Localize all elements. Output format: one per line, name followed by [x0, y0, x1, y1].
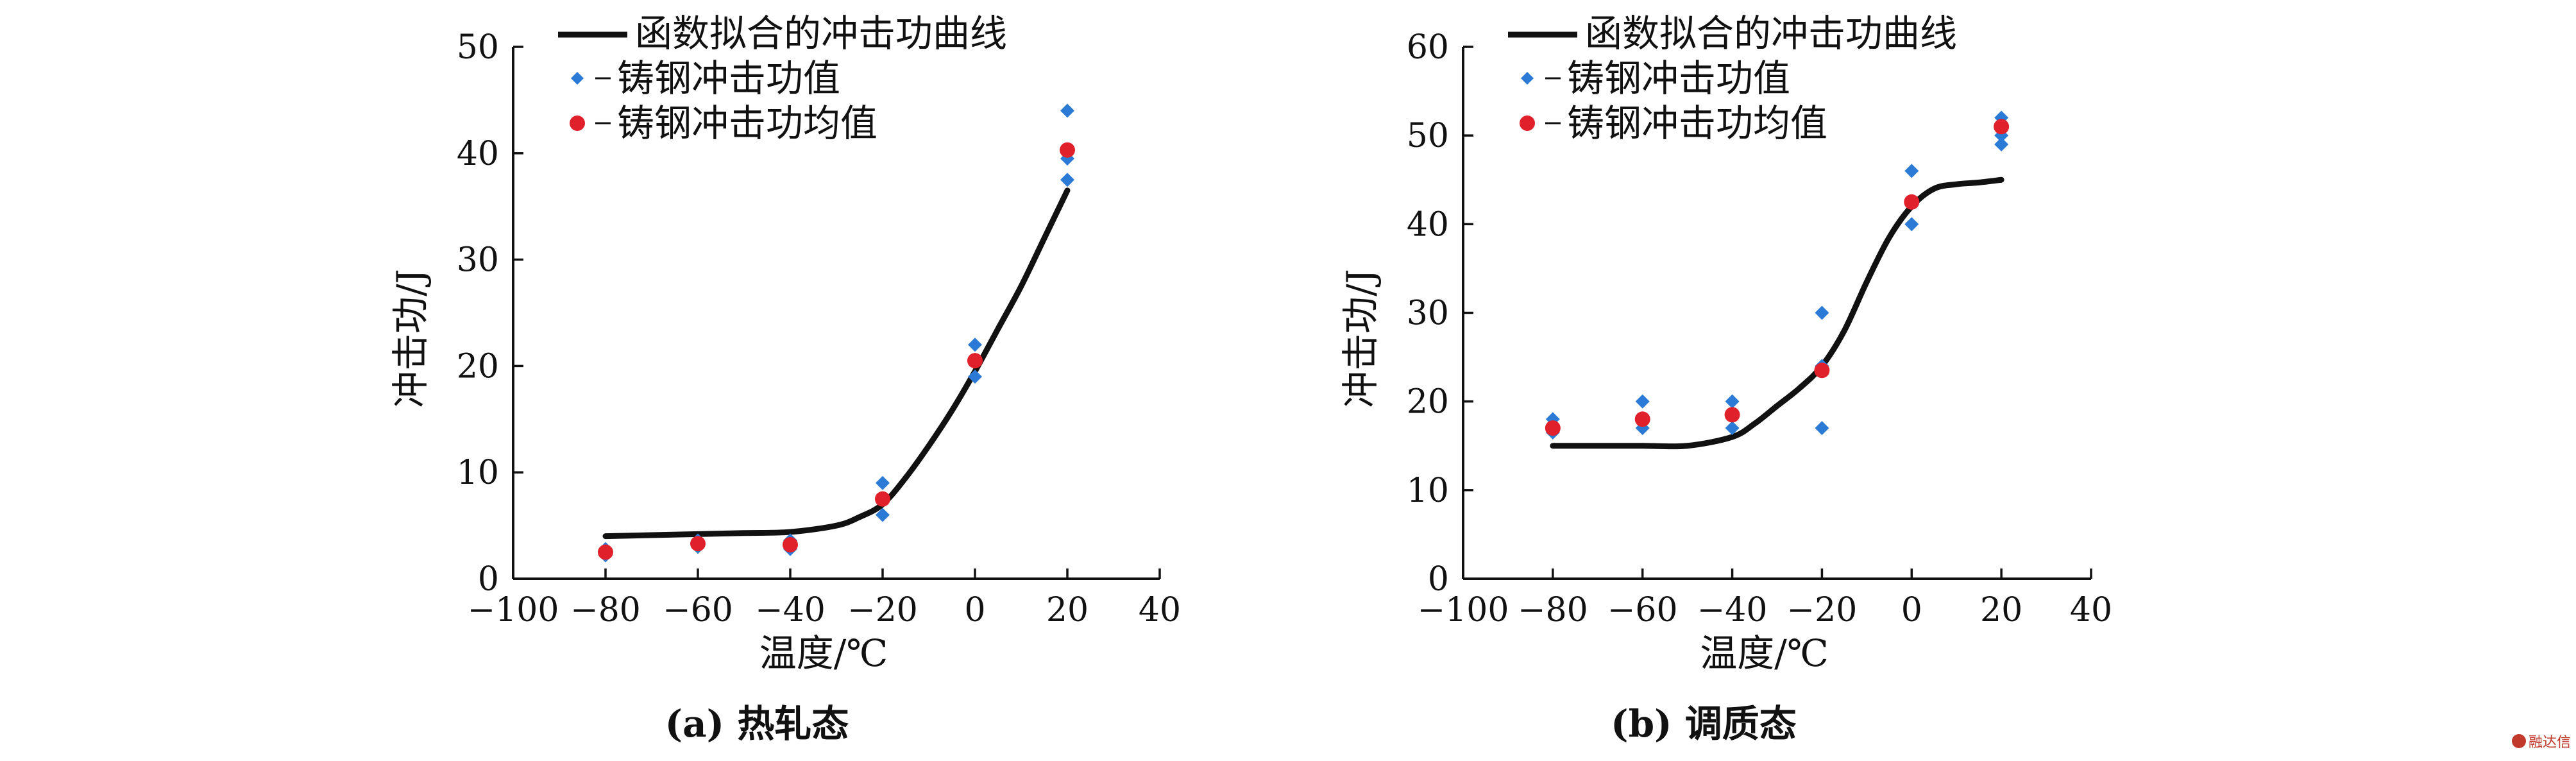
chart0-point-mean: [690, 536, 706, 552]
chart1-legend-circle-swatch: [1520, 115, 1535, 131]
chart0-point-value: [876, 508, 890, 522]
chart0-point-mean: [783, 536, 798, 552]
chart0-point-value: [876, 475, 890, 490]
chart0-legend-entry-values: 铸钢冲击功值: [617, 56, 840, 100]
chart0-point-mean: [598, 544, 613, 560]
chart0-point-mean: [967, 353, 983, 369]
chart0-caption: (a) 热轧态: [665, 702, 849, 746]
chart1-y-tick-label: 50: [1407, 117, 1449, 155]
chart1-y-tick-label: 10: [1407, 472, 1449, 510]
watermark: 融达信: [2511, 731, 2571, 751]
chart1-x-tick-label: −20: [1787, 591, 1858, 629]
chart0-y-tick-label: 20: [457, 347, 499, 386]
chart0-legend-circle-swatch: [570, 115, 585, 131]
chart0-point-mean: [875, 491, 890, 507]
chart0-y-axis-label: 冲击功/J: [389, 269, 432, 408]
chart0-x-tick-label: −100: [468, 591, 559, 629]
chart1-point-mean: [1724, 407, 1740, 423]
chart0-y-tick-label: 30: [457, 241, 499, 280]
chart1-point-value: [1904, 164, 1919, 178]
chart1-point-mean: [1634, 411, 1650, 427]
chart1-point-value: [1994, 137, 2009, 151]
chart1-x-tick-label: 40: [2070, 591, 2112, 629]
chart1-point-value: [1725, 421, 1740, 436]
chart1-legend-entry-means: 铸钢冲击功均值: [1567, 101, 1827, 145]
chart1-legend-entry-curve: 函数拟合的冲击功曲线: [1585, 12, 1957, 55]
chart1-point-value: [1815, 305, 1829, 320]
chart0-x-tick-label: 0: [964, 591, 985, 629]
chart0-x-tick-label: −40: [755, 591, 826, 629]
chart1-x-tick-label: −100: [1418, 591, 1509, 629]
chart1-legend-entry-values: 铸钢冲击功值: [1567, 56, 1790, 100]
chart1-y-tick-label: 60: [1407, 28, 1449, 67]
chart0-legend-entry-means: 铸钢冲击功均值: [617, 101, 877, 145]
chart0-x-tick-label: −60: [663, 591, 733, 629]
chart1-x-axis-label: 温度/℃: [1700, 631, 1828, 675]
chart1-point-mean: [1814, 363, 1830, 379]
chart0-legend-entry-curve: 函数拟合的冲击功曲线: [635, 12, 1007, 55]
chart0-x-tick-label: −20: [847, 591, 918, 629]
chart1-x-tick-label: 0: [1901, 591, 1922, 629]
chart1-point-value: [1815, 421, 1829, 436]
chart1-point-mean: [1994, 119, 2010, 135]
chart0-x-tick-label: 40: [1139, 591, 1181, 629]
chart0-y-tick-label: 0: [478, 560, 499, 599]
chart0-point-value: [1060, 103, 1074, 118]
chart1-point-value: [1904, 217, 1919, 232]
chart1-point-mean: [1904, 194, 1920, 210]
chart0-point-value: [968, 369, 982, 384]
watermark-text: 融达信: [2528, 735, 2571, 751]
chart0-y-tick-label: 10: [457, 454, 499, 492]
chart0-y-tick-label: 40: [457, 135, 499, 173]
chart0-point-value: [1060, 173, 1074, 187]
chart1-x-tick-label: −80: [1518, 591, 1588, 629]
chart1-x-tick-label: 20: [1980, 591, 2022, 629]
chart0-point-mean: [1060, 142, 1075, 158]
chart0-fit-curve: [602, 187, 1071, 540]
chart1-point-value: [1725, 394, 1740, 409]
chart0-point-value: [968, 338, 982, 352]
watermark-logo-icon: [2511, 734, 2526, 748]
chart1-x-tick-label: −60: [1607, 591, 1678, 629]
chart0-legend-diamond-swatch: [571, 72, 584, 85]
chart1-y-axis-label: 冲击功/J: [1339, 269, 1382, 408]
chart1-y-tick-label: 20: [1407, 383, 1449, 422]
chart0-y-tick-label: 50: [457, 28, 499, 67]
chart1-y-tick-label: 0: [1428, 560, 1449, 599]
chart1-fit-curve: [1550, 176, 2004, 450]
chart1-y-tick-label: 40: [1407, 205, 1449, 244]
chart1-x-tick-label: −40: [1697, 591, 1768, 629]
chart1-y-tick-label: 30: [1407, 295, 1449, 333]
chart1-legend-diamond-swatch: [1521, 72, 1534, 85]
chart1-caption: (b) 调质态: [1611, 702, 1797, 746]
chart1-point-mean: [1545, 420, 1561, 436]
chart0-x-tick-label: −80: [570, 591, 641, 629]
chart0-x-axis-label: 温度/℃: [759, 631, 888, 675]
chart1-point-value: [1635, 394, 1650, 409]
chart0-x-tick-label: 20: [1046, 591, 1089, 629]
